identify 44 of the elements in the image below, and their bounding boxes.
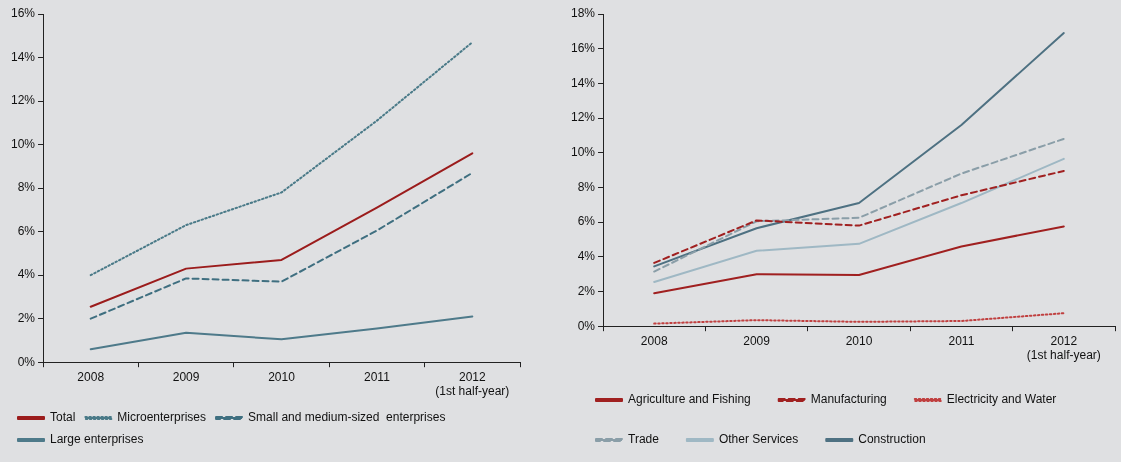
y-tick-label: 18%: [570, 6, 596, 21]
legend-label: Small and medium-sized enterprises: [248, 410, 446, 425]
x-tick-label: 2009: [743, 333, 771, 348]
x-tick-label: 2011: [948, 333, 975, 348]
y-tick-label: 10%: [10, 136, 36, 151]
x-tick-label: 2010: [845, 333, 873, 348]
legend-label: Trade: [628, 432, 660, 447]
line-series: [653, 169, 1065, 264]
y-tick-label: 16%: [570, 41, 596, 55]
y-tick-label: 14%: [10, 49, 36, 64]
x-tick-label: 2009: [172, 369, 200, 384]
legend-label: Other Services: [718, 432, 799, 447]
x-tick-label: 2008: [77, 369, 105, 384]
y-tick-label: 4%: [577, 249, 596, 264]
y-tick-label: 6%: [577, 214, 596, 229]
y-tick-label: 8%: [577, 179, 596, 194]
line-series: [89, 41, 474, 277]
x-tick-label: 2010: [268, 369, 296, 384]
legend-label: Construction: [858, 432, 926, 447]
y-tick-label: 16%: [10, 6, 36, 21]
y-tick-label: 2%: [17, 310, 36, 325]
y-tick-label: 12%: [10, 93, 36, 108]
x-tick-label: 2011: [364, 369, 391, 384]
line-series: [89, 171, 474, 320]
legend-label: Electricity and Water: [946, 392, 1057, 407]
y-tick-label: 10%: [570, 145, 596, 160]
x-tick-label: 2012 (1st half-year): [1026, 333, 1101, 363]
y-tick-label: 14%: [570, 75, 596, 90]
x-tick-label: 2008: [640, 333, 668, 348]
line-series: [653, 137, 1065, 273]
legend-label: Microenterprises: [117, 410, 207, 425]
y-tick-label: 4%: [17, 267, 36, 282]
legend-label: Agriculture and Fishing: [628, 392, 751, 407]
y-tick-label: 2%: [577, 283, 596, 298]
x-tick-label: 2012 (1st half-year): [435, 369, 510, 399]
y-tick-label: 0%: [17, 354, 36, 369]
legend-label: Manufacturing: [810, 392, 887, 407]
legend-label: Total: [50, 410, 76, 425]
y-tick-label: 8%: [17, 180, 36, 195]
line-series: [653, 312, 1065, 325]
y-tick-label: 0%: [577, 318, 596, 333]
y-tick-label: 12%: [570, 110, 596, 125]
legend-label: Large enterprises: [50, 432, 144, 447]
y-tick-label: 6%: [17, 223, 36, 238]
